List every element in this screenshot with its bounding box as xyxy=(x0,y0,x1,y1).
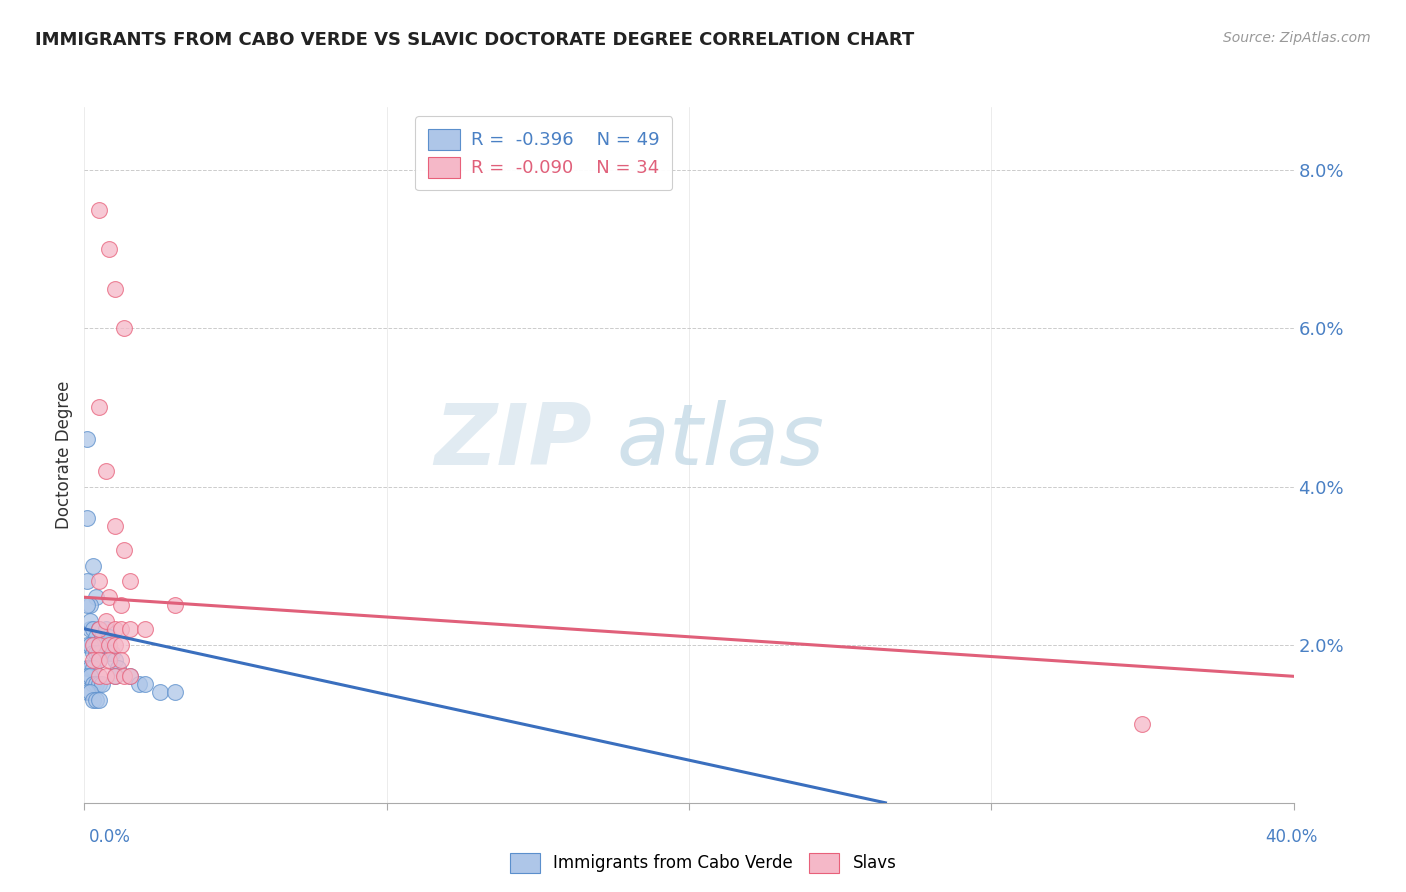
Point xyxy=(118,669,141,683)
Point xyxy=(82,638,104,652)
Point xyxy=(79,638,101,652)
Point xyxy=(79,661,101,675)
Point xyxy=(91,677,114,691)
Point xyxy=(97,591,120,605)
Point xyxy=(110,622,132,636)
Text: 40.0%: 40.0% xyxy=(1265,828,1317,846)
Point xyxy=(110,653,132,667)
Point xyxy=(82,653,104,667)
Legend: R =  -0.396    N = 49, R =  -0.090    N = 34: R = -0.396 N = 49, R = -0.090 N = 34 xyxy=(415,116,672,190)
Text: ZIP: ZIP xyxy=(434,400,592,483)
Point xyxy=(79,669,101,683)
Point xyxy=(163,685,186,699)
Point xyxy=(76,638,98,652)
Point xyxy=(89,693,111,707)
Point xyxy=(97,646,120,660)
Point xyxy=(89,574,111,589)
Point xyxy=(82,677,104,691)
Point xyxy=(91,638,114,652)
Point xyxy=(76,511,98,525)
Point xyxy=(110,638,132,652)
Point xyxy=(112,542,135,557)
Point xyxy=(82,693,104,707)
Point xyxy=(76,432,98,446)
Point xyxy=(118,574,141,589)
Point xyxy=(104,669,127,683)
Point xyxy=(86,646,108,660)
Point xyxy=(86,630,108,644)
Point xyxy=(89,202,111,217)
Point xyxy=(79,685,101,699)
Text: 0.0%: 0.0% xyxy=(89,828,131,846)
Point xyxy=(86,693,108,707)
Y-axis label: Doctorate Degree: Doctorate Degree xyxy=(55,381,73,529)
Text: atlas: atlas xyxy=(616,400,824,483)
Text: IMMIGRANTS FROM CABO VERDE VS SLAVIC DOCTORATE DEGREE CORRELATION CHART: IMMIGRANTS FROM CABO VERDE VS SLAVIC DOC… xyxy=(35,31,914,49)
Point xyxy=(76,598,98,612)
Point xyxy=(163,598,186,612)
Point xyxy=(76,669,98,683)
Point xyxy=(112,669,135,683)
Point xyxy=(104,653,127,667)
Point xyxy=(89,646,111,660)
Point xyxy=(134,622,156,636)
Point xyxy=(76,661,98,675)
Point xyxy=(94,464,117,478)
Point xyxy=(94,669,117,683)
Text: Source: ZipAtlas.com: Source: ZipAtlas.com xyxy=(1223,31,1371,45)
Point xyxy=(82,661,104,675)
Point xyxy=(94,646,117,660)
Point xyxy=(82,638,104,652)
Point xyxy=(89,653,111,667)
Point xyxy=(79,622,101,636)
Point xyxy=(97,638,120,652)
Point xyxy=(86,677,108,691)
Point xyxy=(104,282,127,296)
Point xyxy=(89,622,111,636)
Point xyxy=(104,622,127,636)
Legend: Immigrants from Cabo Verde, Slavs: Immigrants from Cabo Verde, Slavs xyxy=(503,847,903,880)
Point xyxy=(89,638,111,652)
Point xyxy=(149,685,172,699)
Point xyxy=(100,646,122,660)
Point xyxy=(94,622,117,636)
Point xyxy=(97,243,120,257)
Point xyxy=(128,677,150,691)
Point xyxy=(89,638,111,652)
Point xyxy=(89,677,111,691)
Point xyxy=(91,630,114,644)
Point xyxy=(89,653,111,667)
Point xyxy=(76,685,98,699)
Point xyxy=(89,401,111,415)
Point xyxy=(118,669,141,683)
Point xyxy=(107,661,129,675)
Point xyxy=(79,614,101,628)
Point xyxy=(82,558,104,573)
Point xyxy=(104,519,127,533)
Point xyxy=(97,653,120,667)
Point xyxy=(112,321,135,335)
Point xyxy=(104,669,127,683)
Point xyxy=(97,630,120,644)
Point xyxy=(118,622,141,636)
Point xyxy=(89,622,111,636)
Point xyxy=(82,646,104,660)
Point xyxy=(110,598,132,612)
Point xyxy=(86,591,108,605)
Point xyxy=(94,614,117,628)
Point xyxy=(89,669,111,683)
Point xyxy=(76,574,98,589)
Point xyxy=(82,622,104,636)
Point xyxy=(1130,716,1153,731)
Point xyxy=(79,598,101,612)
Point xyxy=(134,677,156,691)
Point xyxy=(104,638,127,652)
